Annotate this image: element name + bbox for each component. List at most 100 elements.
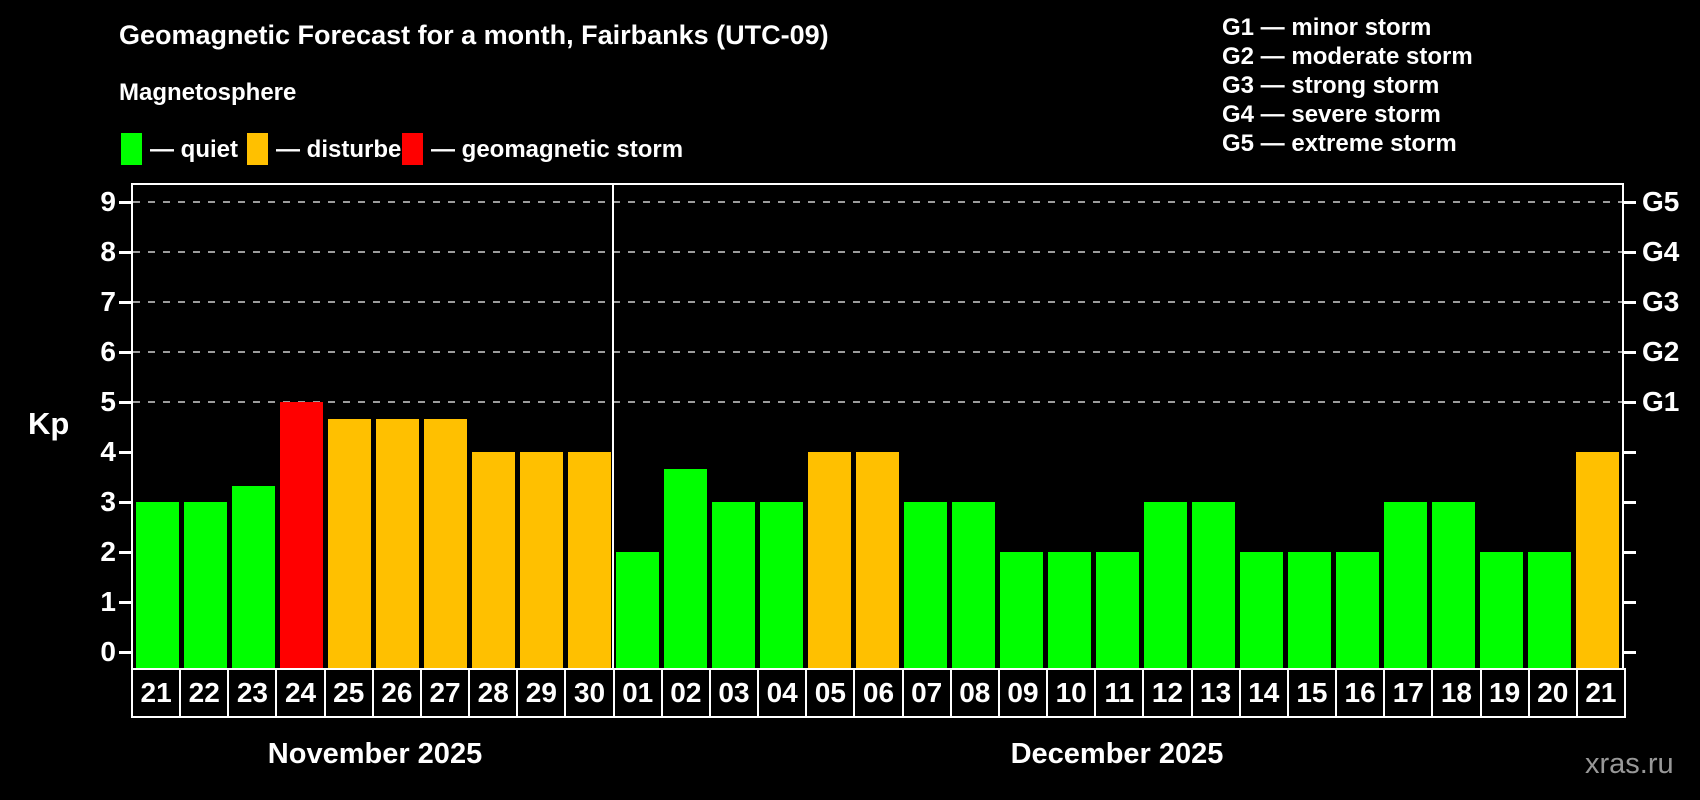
date-cell-dec-17: 17: [1383, 668, 1434, 718]
date-cell-dec-04: 04: [757, 668, 808, 718]
right-tick-kp-6: [1624, 351, 1636, 354]
date-cell-dec-20: 20: [1527, 668, 1578, 718]
date-cell-dec-18: 18: [1431, 668, 1482, 718]
right-tick-kp-8: [1624, 251, 1636, 254]
date-cell-dec-07: 07: [901, 668, 952, 718]
bar-dec-17: [1384, 502, 1428, 668]
bar-dec-06: [856, 452, 899, 668]
bar-dec-18: [1432, 502, 1476, 668]
disturbed-swatch: [247, 133, 268, 165]
y-tick-label-4: 4: [100, 436, 116, 467]
bar-dec-02: [663, 468, 707, 668]
left-tick-kp-8: [119, 251, 131, 254]
storm-label: — geomagnetic storm: [431, 136, 684, 163]
storm-scale-legend: G1 — minor storm G2 — moderate storm G3 — …: [1222, 13, 1473, 158]
bar-dec-04: [759, 502, 803, 668]
plot-area: [131, 183, 1624, 668]
right-axis-label-g1: G1: [1642, 386, 1680, 417]
bar-dec-15: [1288, 552, 1332, 668]
y-axis-label: Kp: [28, 406, 70, 441]
right-axis-label-g3: G3: [1642, 286, 1680, 317]
y-tick-label-7: 7: [100, 286, 116, 317]
left-tick-kp-7: [119, 301, 131, 304]
date-cell-dec-02: 02: [660, 668, 711, 718]
bar-dec-16: [1336, 552, 1380, 668]
left-tick-kp-6: [119, 351, 131, 354]
gridline-kp-5: [133, 401, 1622, 403]
date-cell-dec-10: 10: [1046, 668, 1097, 718]
date-cell-nov-29: 29: [516, 668, 567, 718]
date-cell-dec-08: 08: [949, 668, 1000, 718]
left-tick-kp-2: [119, 551, 131, 554]
bar-dec-20: [1528, 552, 1572, 668]
left-tick-kp-5: [119, 401, 131, 404]
bar-nov-21: [135, 502, 179, 668]
right-axis-label-g4: G4: [1642, 236, 1680, 267]
right-tick-kp-7: [1624, 301, 1636, 304]
date-cell-nov-27: 27: [419, 668, 471, 718]
y-tick-label-8: 8: [100, 236, 116, 267]
bar-dec-13: [1192, 502, 1236, 668]
bar-nov-24: [279, 402, 323, 668]
date-cell-dec-03: 03: [708, 668, 760, 718]
bar-nov-28: [471, 452, 515, 668]
date-cell-dec-19: 19: [1479, 668, 1530, 718]
bar-dec-19: [1480, 552, 1524, 668]
bar-dec-03: [711, 502, 755, 668]
y-tick-label-3: 3: [100, 486, 116, 517]
disturbed-label: — disturbed: [276, 136, 417, 163]
bar-nov-26: [375, 418, 419, 668]
gridline-kp-7: [133, 301, 1622, 303]
storm-legend-line-4: G4 — severe storm: [1222, 101, 1441, 128]
right-axis-label-g5: G5: [1642, 186, 1680, 217]
storm-legend-line-2: G2 — moderate storm: [1222, 43, 1473, 70]
quiet-label: — quiet: [150, 136, 238, 163]
quiet-swatch: [121, 133, 142, 165]
right-tick-kp-9: [1624, 201, 1636, 204]
date-cell-nov-30: 30: [564, 668, 615, 718]
date-cell-dec-01: 01: [612, 668, 663, 718]
right-tick-kp-4: [1624, 451, 1636, 454]
right-tick-kp-2: [1624, 551, 1636, 554]
month-label-december: December 2025: [1010, 738, 1224, 770]
bar-nov-27: [423, 418, 467, 668]
date-cell-dec-05: 05: [805, 668, 856, 718]
bar-nov-25: [327, 418, 371, 668]
bar-dec-07: [904, 502, 948, 668]
left-tick-kp-0: [119, 651, 131, 654]
bar-dec-01: [615, 552, 659, 668]
y-tick-label-9: 9: [100, 186, 116, 217]
bar-nov-22: [183, 502, 227, 668]
watermark: xras.ru: [1585, 748, 1674, 780]
bar-dec-09: [1000, 552, 1044, 668]
date-cell-dec-12: 12: [1142, 668, 1193, 718]
date-cell-dec-06: 06: [853, 668, 904, 718]
gridline-kp-6: [133, 351, 1622, 353]
chart-title: Geomagnetic Forecast for a month, Fairba…: [119, 20, 829, 50]
storm-legend-line-3: G3 — strong storm: [1222, 72, 1440, 99]
month-label-november: November 2025: [267, 738, 483, 770]
bar-nov-29: [519, 452, 563, 668]
magnetosphere-legend-title: Magnetosphere: [119, 79, 297, 106]
y-tick-label-2: 2: [100, 536, 116, 567]
y-tick-label-1: 1: [100, 586, 116, 617]
month-separator-line: [612, 185, 615, 668]
bar-dec-21: [1576, 452, 1620, 668]
bar-dec-14: [1240, 552, 1284, 668]
right-tick-kp-0: [1624, 651, 1636, 654]
date-cell-dec-14: 14: [1238, 668, 1289, 718]
bar-dec-12: [1144, 502, 1188, 668]
left-tick-kp-3: [119, 501, 131, 504]
date-cell-dec-09: 09: [997, 668, 1049, 718]
y-tick-label-0: 0: [100, 636, 116, 667]
date-cell-nov-28: 28: [468, 668, 519, 718]
bar-nov-23: [231, 485, 275, 668]
date-cell-dec-21: 21: [1575, 668, 1626, 718]
date-cell-nov-24: 24: [275, 668, 326, 718]
date-cell-nov-22: 22: [179, 668, 230, 718]
right-tick-kp-3: [1624, 501, 1636, 504]
date-cell-nov-25: 25: [323, 668, 374, 718]
date-cell-dec-16: 16: [1335, 668, 1386, 718]
y-tick-label-5: 5: [100, 386, 116, 417]
date-cell-nov-26: 26: [371, 668, 422, 718]
